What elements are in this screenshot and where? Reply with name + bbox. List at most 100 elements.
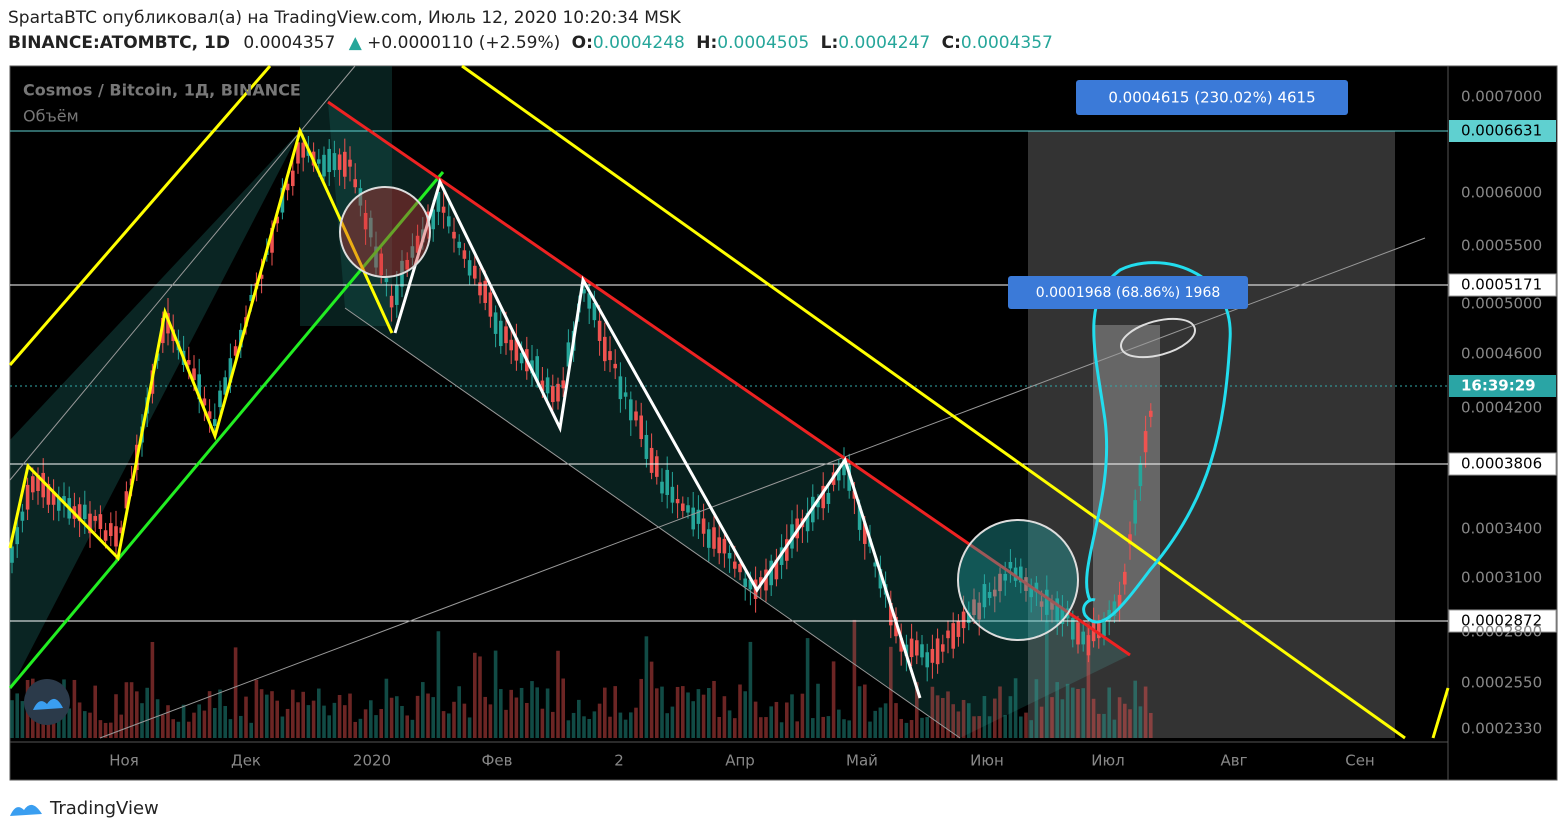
candle-body xyxy=(1019,566,1023,583)
volume-bar xyxy=(285,708,290,738)
price-label: 0.0005171 xyxy=(1461,276,1542,294)
volume-bar xyxy=(1013,678,1018,738)
arrow: ▲ xyxy=(349,33,363,53)
volume-bar xyxy=(1029,720,1033,738)
symbol: BINANCE:ATOMBTC, 1D xyxy=(8,33,230,53)
time-label: Дек xyxy=(231,752,261,770)
volume-bar xyxy=(972,716,976,738)
volume-bar xyxy=(72,679,77,738)
volume-bar xyxy=(629,712,633,738)
candle-body xyxy=(675,498,680,504)
candle-body xyxy=(1102,618,1106,636)
price-label: 0.0003806 xyxy=(1461,455,1542,473)
candle-body xyxy=(540,380,545,391)
candle-body xyxy=(473,265,477,279)
ohlc-value: 0.0004247 xyxy=(838,33,930,53)
price-axis: 0.0007000 0.0006631 0.0006000 0.0005500 0.00… xyxy=(1448,88,1557,738)
candle-body xyxy=(343,151,347,177)
candle-body xyxy=(691,507,695,530)
candle-body xyxy=(415,235,420,253)
volume-bar xyxy=(748,641,753,738)
candle-body xyxy=(556,383,560,402)
volume-bar xyxy=(343,705,347,738)
volume-bar xyxy=(389,697,394,738)
candle-body xyxy=(1149,410,1153,417)
volume-bar xyxy=(556,650,560,738)
volume-bar xyxy=(837,709,841,738)
volume-bar xyxy=(967,703,971,738)
volume-bar xyxy=(426,693,430,738)
candle-body xyxy=(1050,601,1054,610)
volume-bar xyxy=(504,709,508,738)
volume-bar xyxy=(691,701,695,738)
candle-body xyxy=(909,638,914,658)
candle-body xyxy=(317,159,321,164)
candle-body xyxy=(353,179,357,188)
volume-bar xyxy=(519,687,524,738)
volume-bar xyxy=(1034,679,1039,738)
volume-bar xyxy=(925,717,929,738)
volume-bar xyxy=(124,682,129,738)
candle-body xyxy=(1076,622,1080,645)
candle-body xyxy=(889,602,893,626)
candle-body xyxy=(769,560,773,586)
price-label: 0.0002800 xyxy=(1461,623,1542,641)
time-label: Май xyxy=(846,752,878,770)
volume-bar xyxy=(1071,687,1075,738)
volume-bar xyxy=(395,696,399,738)
trend-line xyxy=(8,65,272,366)
volume-bar xyxy=(696,689,701,738)
volume-bar xyxy=(166,705,170,738)
candle-body xyxy=(493,312,498,334)
candle-body xyxy=(369,217,373,238)
volume-bar xyxy=(311,700,316,738)
candle-body xyxy=(233,346,238,356)
volume-bar xyxy=(1128,709,1132,738)
volume-bar xyxy=(951,704,955,738)
time-label: 2 xyxy=(614,752,624,770)
volume-bar xyxy=(1039,706,1044,738)
candle-body xyxy=(930,648,935,663)
volume-bar xyxy=(20,701,25,738)
volume-bar xyxy=(228,719,233,738)
volume-bar xyxy=(483,696,487,738)
candle-body xyxy=(821,485,825,509)
candle-body xyxy=(301,142,305,158)
volume-bar xyxy=(353,721,357,738)
candle-body xyxy=(639,415,643,440)
candle-body xyxy=(738,564,742,573)
symbol-line: BINANCE:ATOMBTC, 1D 0.0004357 ▲ +0.00001… xyxy=(8,33,1053,53)
candle-body xyxy=(785,539,789,561)
volume-bar xyxy=(873,710,877,738)
candle-body xyxy=(551,386,555,403)
candle-body xyxy=(389,295,394,308)
volume-bar xyxy=(374,715,378,738)
volume-bar xyxy=(135,691,139,738)
volume-bar xyxy=(1149,712,1153,738)
volume-bar xyxy=(899,718,903,738)
candle-body xyxy=(83,504,87,520)
candle-body xyxy=(967,612,971,624)
candle-body xyxy=(987,591,992,598)
volume-bar xyxy=(270,691,274,738)
candle-body xyxy=(202,398,207,406)
volume-bar xyxy=(93,685,97,738)
candle-body xyxy=(98,514,103,530)
candle-body xyxy=(743,578,747,587)
legend-volume: Объём xyxy=(23,107,79,126)
volume-bar xyxy=(41,712,45,738)
candle-body xyxy=(545,377,550,394)
volume-bar xyxy=(649,661,654,738)
candle-body xyxy=(441,206,446,213)
candle-body xyxy=(660,481,664,494)
volume-bar xyxy=(275,700,279,738)
volume-bar xyxy=(857,686,862,738)
volume-bar xyxy=(681,686,685,738)
candle-body xyxy=(213,419,217,426)
volume-bar xyxy=(727,710,732,738)
volume-bar xyxy=(192,712,196,738)
price-label: 0.0005500 xyxy=(1461,237,1542,255)
candle-body xyxy=(291,170,295,187)
volume-bar xyxy=(207,691,212,738)
price-badge xyxy=(1449,375,1556,397)
